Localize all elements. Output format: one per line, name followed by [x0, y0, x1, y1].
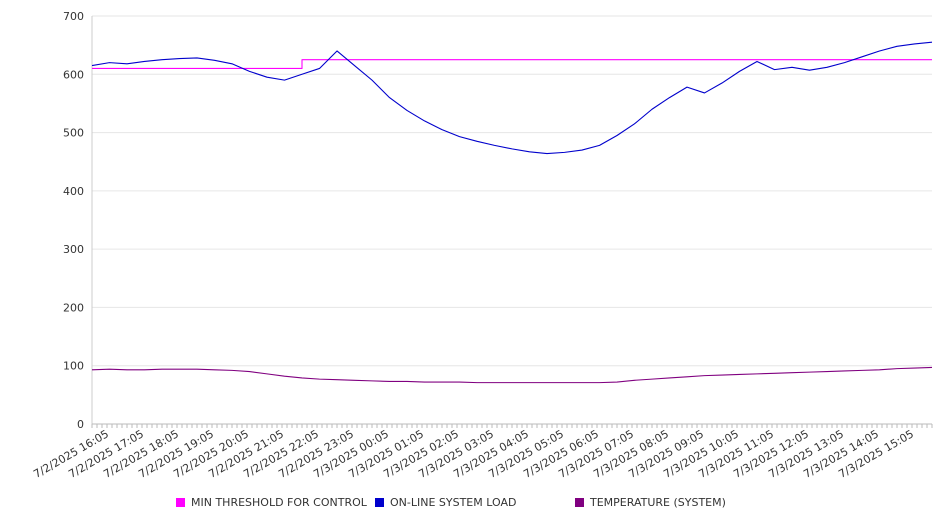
y-tick-label: 700: [63, 10, 84, 23]
series-line-1: [91, 41, 933, 155]
y-tick-label: 300: [63, 243, 84, 256]
y-tick-label: 0: [77, 418, 84, 431]
legend-swatch-min-threshold: [176, 498, 185, 507]
legend-swatch-temperature: [575, 498, 584, 507]
legend-item-min-threshold[interactable]: MIN THRESHOLD FOR CONTROL: [176, 496, 367, 509]
series-lines: [91, 41, 933, 384]
axes: [91, 16, 933, 428]
y-tick-label: 600: [63, 68, 84, 81]
legend-swatch-online-load: [375, 498, 384, 507]
series-line-0: [92, 59, 932, 70]
legend-label-temperature: TEMPERATURE (SYSTEM): [590, 496, 726, 509]
gridlines: [92, 15, 932, 425]
x-axis-ticks: 7/2/2025 16:057/2/2025 17:057/2/2025 18:…: [31, 427, 916, 481]
legend: MIN THRESHOLD FOR CONTROL ON-LINE SYSTEM…: [0, 496, 946, 516]
y-tick-label: 100: [63, 360, 84, 373]
legend-item-online-load[interactable]: ON-LINE SYSTEM LOAD: [375, 496, 516, 509]
y-tick-label: 400: [63, 185, 84, 198]
series-line-2: [91, 366, 933, 384]
line-chart: 0 100 200 300 400 500 600 700 7/2/2025 16:057/2…: [31, 10, 933, 481]
y-tick-label: 500: [63, 127, 84, 140]
y-tick-label: 200: [63, 301, 84, 314]
legend-label-min-threshold: MIN THRESHOLD FOR CONTROL: [191, 496, 367, 509]
y-axis-ticks: 0 100 200 300 400 500 600 700: [63, 10, 84, 431]
legend-label-online-load: ON-LINE SYSTEM LOAD: [390, 496, 517, 509]
legend-item-temperature[interactable]: TEMPERATURE (SYSTEM): [575, 496, 726, 509]
